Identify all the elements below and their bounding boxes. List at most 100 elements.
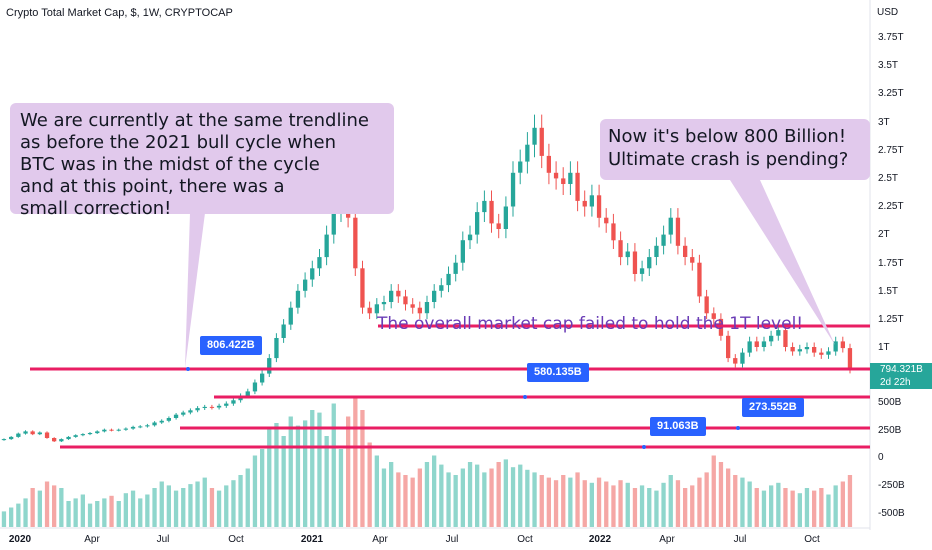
candle-body [59, 439, 64, 442]
candle-body [690, 257, 695, 263]
level-tag-91[interactable]: 91.063B [650, 417, 706, 436]
volume-bar [833, 485, 838, 527]
chart-title: Crypto Total Market Cap, $, 1W, CRYPTOCA… [6, 7, 233, 19]
price-tick: 2.5T [878, 173, 899, 184]
candle-body [396, 290, 401, 297]
volume-tick: -250B [878, 480, 905, 491]
candle-body [740, 352, 745, 364]
candle-body [202, 406, 207, 408]
volume-bar [166, 485, 171, 527]
volume-bar [467, 462, 473, 527]
price-tick: 1T [878, 342, 890, 354]
volume-bar [367, 442, 372, 527]
volume-bar [475, 464, 480, 527]
volume-bar [647, 488, 652, 527]
candle-body [417, 307, 422, 314]
candle-body [30, 431, 35, 435]
candle-body [618, 240, 623, 258]
price-tick: 1.75T [878, 257, 904, 269]
volume-bar [317, 412, 322, 527]
candle-body [518, 161, 523, 173]
volume-bar [711, 455, 716, 527]
price-tick: 2.25T [878, 201, 904, 213]
volume-bar [274, 423, 279, 527]
candle-body [216, 405, 222, 408]
volume-bar [826, 494, 831, 527]
candle-body [840, 341, 845, 349]
left-annotation-bubble[interactable]: We are currently at the same trendline a… [10, 103, 394, 219]
volume-bar [568, 477, 573, 527]
candle-body [360, 268, 365, 308]
candle-body [109, 429, 114, 431]
volume-bar [790, 490, 795, 527]
volume-tick: -500B [878, 508, 905, 519]
left-bubble-pointer [185, 213, 205, 368]
price-tick: 3T [878, 116, 890, 128]
volume-bar [482, 472, 487, 527]
volume-bar [503, 459, 508, 527]
candle-body [611, 223, 616, 241]
volume-bar [403, 475, 408, 527]
volume-bar [754, 488, 759, 527]
volume-bar [202, 477, 207, 527]
volume-bar [209, 488, 215, 527]
right-annotation-bubble[interactable]: Now it's below 800 Billion! Ultimate cra… [600, 119, 870, 180]
level-tag-273[interactable]: 273.552B [742, 398, 804, 417]
volume-bar [252, 455, 258, 527]
volume-bar [260, 449, 265, 527]
volume-bar [525, 469, 530, 527]
time-tick: Apr [372, 534, 388, 545]
candle-body [245, 391, 250, 396]
volume-bar [30, 488, 35, 527]
level-tag-806[interactable]: 806.422B [200, 336, 262, 355]
time-tick: Jul [733, 534, 747, 545]
price-tick: 3.5T [878, 60, 899, 72]
horizontal-levels [30, 324, 870, 449]
volume-bar [16, 503, 21, 527]
candle-body [589, 195, 594, 207]
candle-body [668, 217, 673, 235]
candle-body [44, 432, 50, 438]
volume-bar [9, 507, 14, 527]
candle-body [159, 420, 164, 423]
candle-body [432, 290, 437, 302]
candle-body [711, 313, 716, 319]
volume-bar [804, 488, 810, 527]
candle-body [381, 302, 387, 305]
candle-body [661, 234, 666, 246]
volume-bar [23, 498, 28, 527]
volume-bar [338, 449, 344, 527]
candle-body [733, 358, 738, 364]
volume-bar [496, 462, 501, 527]
volume-bar [632, 488, 638, 527]
volume-bar [288, 416, 293, 527]
time-tick: Oct [517, 534, 533, 545]
level-anchor [523, 395, 527, 399]
volume-bar [747, 481, 752, 527]
candle-body [439, 285, 444, 291]
time-tick: 2022 [588, 534, 612, 545]
candle-body [575, 172, 580, 201]
time-tick: Jul [156, 534, 170, 545]
candle-body [446, 273, 451, 286]
level-anchor [736, 426, 740, 430]
price-tick: 1.5T [878, 285, 899, 297]
volume-bar [381, 468, 387, 527]
volume-bar [489, 468, 494, 527]
candle-body [410, 304, 415, 308]
candle-body [138, 426, 143, 428]
candle-body [539, 127, 544, 156]
volume-bar [654, 490, 659, 527]
level-tag-580[interactable]: 580.135B [527, 363, 589, 382]
currency-label: USD [877, 7, 899, 18]
candles [1, 114, 853, 442]
candle-body [66, 436, 71, 440]
volume-bar [604, 481, 609, 527]
candle-body [1, 439, 7, 441]
volume-bar [675, 480, 681, 527]
volume-bar [145, 494, 150, 527]
candle-body [374, 304, 379, 314]
volume-bar [446, 472, 451, 527]
level-annotation[interactable]: The overall market cap failed to hold th… [377, 314, 804, 334]
